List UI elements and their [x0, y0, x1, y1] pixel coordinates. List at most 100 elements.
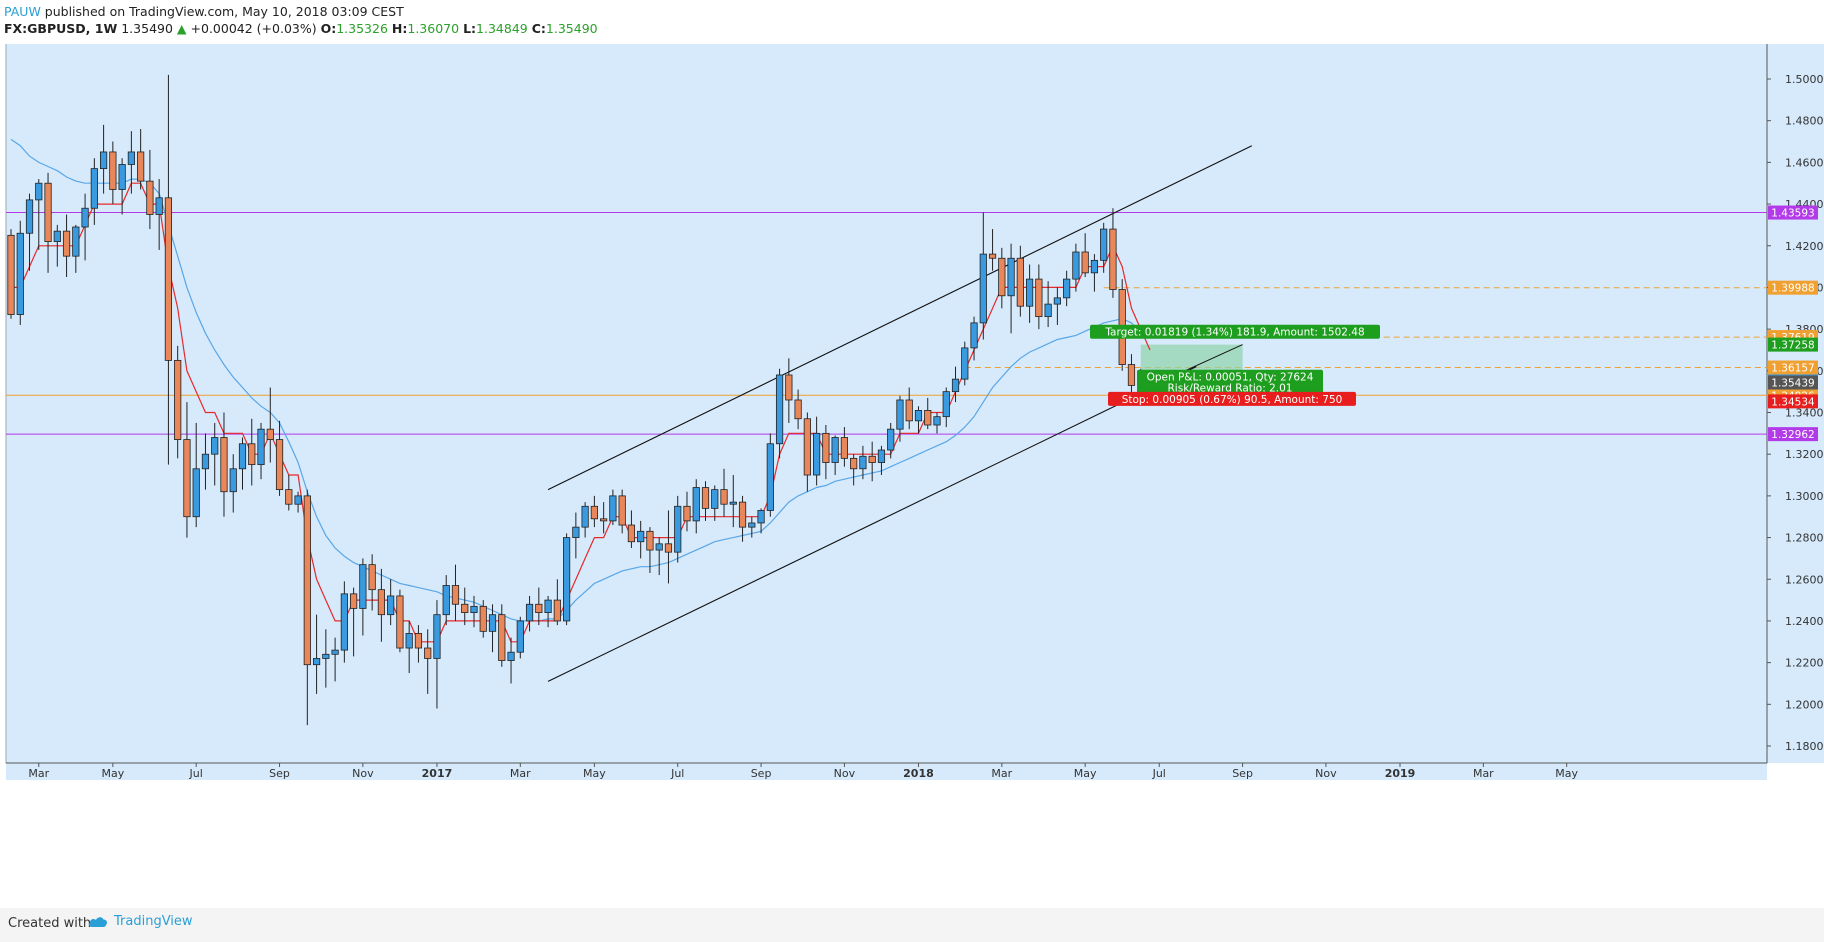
- candle-body: [924, 410, 932, 426]
- x-tick-label: Jul: [670, 767, 684, 780]
- candle-body: [275, 439, 284, 491]
- candle-body: [16, 232, 24, 315]
- price-tag-label: 1.37258: [1771, 340, 1814, 352]
- candle-body: [590, 505, 598, 520]
- x-tick-label: Jul: [1152, 767, 1166, 780]
- open-value: 1.35326: [336, 21, 388, 36]
- x-tick-label: 2018: [903, 767, 934, 780]
- candle-body: [794, 399, 802, 420]
- last-price: 1.35490: [121, 21, 173, 36]
- candle-body: [840, 437, 849, 459]
- candle-body: [1007, 257, 1015, 297]
- candle-body: [488, 614, 497, 632]
- candle-body: [294, 495, 302, 505]
- candle-body: [998, 257, 1006, 297]
- candle-body: [442, 585, 450, 616]
- candle-body: [414, 633, 423, 649]
- candle-body: [1044, 303, 1052, 318]
- candle-body: [1109, 228, 1117, 290]
- candle-body: [951, 378, 960, 393]
- candle-body: [331, 649, 339, 655]
- position-stop-label-bg: [1108, 391, 1356, 406]
- candle-body: [387, 595, 395, 616]
- candle-body: [553, 599, 561, 622]
- candle-body: [266, 428, 274, 440]
- up-arrow-icon: ▲: [176, 21, 187, 36]
- candle-body: [803, 418, 811, 476]
- candle-body: [322, 653, 330, 659]
- candle-body: [1127, 364, 1136, 386]
- candle-body: [646, 530, 654, 551]
- candle-body: [25, 199, 34, 234]
- symbol-label: FX:GBPUSD, 1W: [4, 21, 118, 36]
- x-tick-label: Nov: [352, 767, 374, 780]
- candle-body: [257, 428, 265, 466]
- candle-body: [405, 633, 413, 649]
- y-tick-label: 1.30000: [1785, 490, 1824, 503]
- candle-body: [1090, 259, 1099, 274]
- time-axis-panel: [6, 763, 1767, 780]
- x-tick-label: Sep: [269, 767, 290, 780]
- candle-body: [1063, 278, 1071, 299]
- candle-body: [90, 168, 98, 209]
- candle-body: [100, 151, 108, 170]
- candle-body: [729, 501, 737, 505]
- tradingview-brand[interactable]: TradingView: [88, 914, 193, 929]
- candle-body: [1026, 278, 1034, 307]
- price-tag-bg: [1768, 280, 1818, 295]
- y-tick-label: 1.42000: [1785, 240, 1824, 253]
- candle-body: [766, 443, 774, 511]
- candle-body: [201, 453, 210, 470]
- candle-body: [303, 495, 311, 666]
- price-chart[interactable]: 1.500001.480001.460001.440001.420001.400…: [0, 44, 1824, 908]
- candle-body: [711, 489, 719, 509]
- candle-body: [692, 487, 700, 522]
- candle-body: [44, 182, 52, 242]
- y-tick-label: 1.22000: [1785, 657, 1824, 670]
- candle-body: [933, 416, 941, 426]
- candle-body: [822, 432, 830, 463]
- author-link[interactable]: PAUW: [4, 4, 41, 19]
- channel-upper-line: [547, 145, 1253, 491]
- close-value: 1.35490: [545, 21, 598, 36]
- y-tick-label: 1.48000: [1785, 115, 1824, 128]
- candle-body: [683, 505, 691, 522]
- ema-fast-line: [11, 182, 1151, 643]
- candle-body: [137, 151, 145, 182]
- candle-body: [72, 226, 80, 257]
- candle-body: [664, 543, 673, 553]
- price-tag-label: 1.43593: [1771, 208, 1814, 220]
- x-tick-label: Nov: [834, 767, 856, 780]
- candle-body: [433, 614, 441, 659]
- candle-body: [350, 593, 358, 609]
- price-tag-bg: [1768, 427, 1818, 442]
- candle-body: [896, 399, 904, 430]
- candle-body: [637, 530, 645, 543]
- y-tick-label: 1.46000: [1785, 156, 1824, 169]
- candle-body: [757, 510, 765, 524]
- position-stop-label: Stop: 0.00905 (0.67%) 90.5, Amount: 750: [1122, 394, 1343, 406]
- candle-body: [155, 197, 163, 215]
- candle-body: [109, 151, 117, 190]
- x-tick-label: Nov: [1315, 767, 1337, 780]
- y-tick-label: 1.28000: [1785, 532, 1824, 545]
- x-tick-label: Sep: [751, 767, 772, 780]
- candle-body: [340, 593, 348, 651]
- candle-body: [229, 468, 237, 493]
- candle-body: [535, 603, 543, 614]
- plot-background: [5, 44, 1768, 764]
- candle-body: [461, 603, 469, 614]
- candle-body: [238, 443, 247, 470]
- candle-body: [7, 234, 15, 315]
- candle-body: [1100, 228, 1108, 261]
- x-tick-label: Mar: [1473, 767, 1494, 780]
- candle-body: [655, 543, 663, 551]
- position-target-label: Target: 0.01819 (1.34%) 181.9, Amount: 1…: [1104, 327, 1364, 339]
- x-tick-label: May: [583, 767, 606, 780]
- price-tag-bg: [1768, 337, 1818, 352]
- x-tick-label: Mar: [991, 767, 1012, 780]
- y-tick-label: 1.50000: [1785, 73, 1824, 86]
- candle-body: [164, 197, 173, 361]
- candle-body: [813, 432, 821, 476]
- candle-body: [127, 151, 135, 165]
